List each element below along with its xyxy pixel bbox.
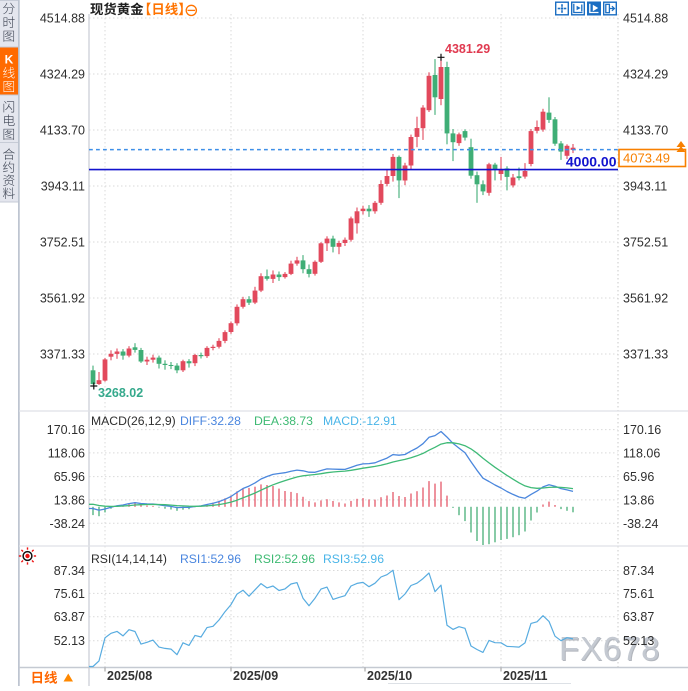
- svg-text:87.34: 87.34: [54, 564, 85, 578]
- svg-text:MACD(26,12,9): MACD(26,12,9): [91, 414, 176, 428]
- svg-text:4514.88: 4514.88: [623, 12, 668, 26]
- svg-text:3371.33: 3371.33: [623, 348, 668, 362]
- svg-text:13.86: 13.86: [54, 493, 85, 507]
- svg-text:3943.11: 3943.11: [623, 180, 667, 194]
- svg-text:2025/09: 2025/09: [233, 669, 278, 683]
- svg-text:RSI2:52.96: RSI2:52.96: [254, 552, 315, 566]
- svg-text:75.61: 75.61: [623, 587, 654, 601]
- svg-text:4514.88: 4514.88: [40, 12, 85, 26]
- svg-text:DIFF:32.28: DIFF:32.28: [180, 414, 241, 428]
- svg-text:118.06: 118.06: [623, 446, 660, 460]
- svg-text:MACD:-12.91: MACD:-12.91: [323, 414, 397, 428]
- svg-text:3371.33: 3371.33: [40, 348, 85, 362]
- svg-text:3752.51: 3752.51: [623, 236, 668, 250]
- svg-text:170.16: 170.16: [47, 423, 85, 437]
- svg-text:2025/08: 2025/08: [107, 669, 152, 683]
- svg-text:170.16: 170.16: [623, 423, 661, 437]
- svg-text:75.61: 75.61: [54, 587, 85, 601]
- svg-text:-38.24: -38.24: [50, 517, 85, 531]
- svg-text:118.06: 118.06: [48, 446, 85, 460]
- svg-text:-38.24: -38.24: [623, 517, 658, 531]
- svg-text:FX678: FX678: [559, 630, 660, 667]
- svg-text:2025/11: 2025/11: [503, 669, 548, 683]
- svg-text:63.87: 63.87: [623, 610, 654, 624]
- svg-text:4324.29: 4324.29: [623, 68, 668, 82]
- svg-text:4324.29: 4324.29: [40, 68, 85, 82]
- svg-text:65.96: 65.96: [623, 470, 654, 484]
- svg-text:RSI(14,14,14): RSI(14,14,14): [91, 552, 167, 566]
- svg-text:4073.49: 4073.49: [623, 151, 670, 166]
- svg-text:52.13: 52.13: [623, 634, 654, 648]
- svg-text:4133.70: 4133.70: [40, 124, 85, 138]
- svg-text:RSI3:52.96: RSI3:52.96: [323, 552, 384, 566]
- svg-text:13.86: 13.86: [623, 493, 654, 507]
- svg-text:52.13: 52.13: [54, 634, 85, 648]
- svg-text:63.87: 63.87: [54, 610, 85, 624]
- svg-text:3561.92: 3561.92: [40, 292, 85, 306]
- svg-text:3268.02: 3268.02: [98, 386, 143, 400]
- svg-text:3752.51: 3752.51: [40, 236, 85, 250]
- svg-text:87.34: 87.34: [623, 564, 654, 578]
- svg-text:K: K: [5, 52, 14, 66]
- svg-text:4000.00: 4000.00: [566, 154, 617, 170]
- svg-text:4133.70: 4133.70: [623, 124, 668, 138]
- svg-text:4381.29: 4381.29: [445, 42, 490, 56]
- svg-text:3561.92: 3561.92: [623, 292, 668, 306]
- svg-text:65.96: 65.96: [54, 470, 85, 484]
- svg-text:DEA:38.73: DEA:38.73: [254, 414, 313, 428]
- svg-text:RSI1:52.96: RSI1:52.96: [180, 552, 241, 566]
- svg-text:3943.11: 3943.11: [41, 180, 85, 194]
- svg-text:2025/10: 2025/10: [367, 669, 412, 683]
